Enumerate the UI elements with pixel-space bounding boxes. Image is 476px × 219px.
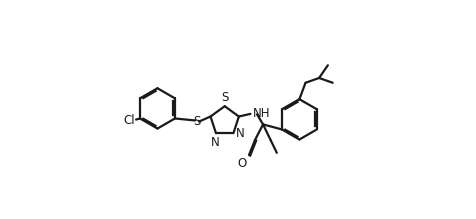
Text: N: N [236,127,244,140]
Text: NH: NH [253,107,270,120]
Text: S: S [220,91,228,104]
Text: S: S [193,115,200,128]
Text: N: N [210,136,219,149]
Text: O: O [237,157,246,170]
Text: Cl: Cl [123,114,135,127]
